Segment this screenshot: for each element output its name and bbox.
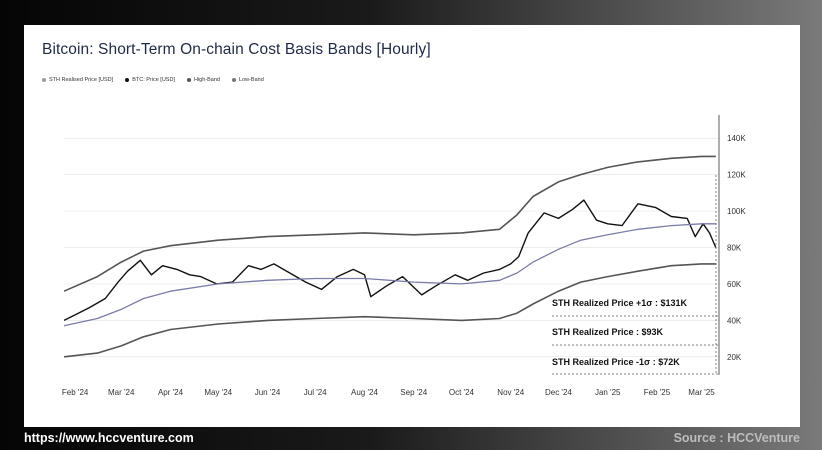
y-tick-label: 60K <box>727 280 742 289</box>
legend-dot-sth <box>42 78 46 82</box>
annotation-low-band: STH Realized Price -1σ : $72K <box>552 357 680 367</box>
y-tick-label: 40K <box>727 316 742 325</box>
series-line-2 <box>64 155 716 292</box>
legend-label-sth: STH Realised Price [USD] <box>49 77 114 83</box>
legend-dot-low-band <box>231 78 236 82</box>
legend-item-sth[interactable]: STH Realised Price [USD] <box>42 77 113 83</box>
series-line-3 <box>64 263 716 358</box>
y-tick-label: 120K <box>727 171 746 180</box>
x-tick-label: May '24 <box>204 388 232 397</box>
x-tick-label: Apr '24 <box>158 388 184 397</box>
x-tick-label: Feb '24 <box>62 388 89 397</box>
legend-label-btc: BTC: Price [USD] <box>132 77 175 83</box>
x-tick-label: Dec '24 <box>545 388 572 397</box>
y-tick-label: 20K <box>727 353 742 362</box>
x-tick-label: Jun '24 <box>255 388 281 397</box>
x-tick-label: Mar '24 <box>108 388 135 397</box>
legend-item-high-band[interactable]: High-Band <box>186 77 220 83</box>
y-tick-label: 140K <box>727 134 746 143</box>
legend-label-low-band: Low-Band <box>238 77 264 83</box>
legend-item-btc[interactable]: BTC: Price [USD] <box>125 77 175 83</box>
x-tick-label: Nov '24 <box>497 388 524 397</box>
website-link[interactable]: https://www.hccventure.com <box>24 431 194 445</box>
y-tick-label: 80K <box>727 244 742 253</box>
annotation-high-band: STH Realized Price +1σ : $131K <box>552 298 687 308</box>
chart-legend: STH Realised Price [USD] BTC: Price [USD… <box>42 77 264 83</box>
legend-dot-high-band <box>186 78 191 82</box>
y-tick-label: 100K <box>727 207 746 216</box>
source-credit: Source : HCCVenture <box>673 431 800 445</box>
annotation-sth: STH Realized Price : $93K <box>552 327 664 337</box>
series-line-1 <box>64 223 716 327</box>
legend-label-high-band: High-Band <box>193 77 220 83</box>
price-chart[interactable]: 20K 40K 60K 80K 100K 120K 140K Feb '24 Mar '24 Ap… <box>24 25 800 427</box>
x-tick-label: Aug '24 <box>351 388 378 397</box>
x-tick-label: Sep '24 <box>400 388 427 397</box>
x-tick-label: Oct '24 <box>449 388 475 397</box>
x-tick-label: Mar '25 <box>688 388 715 397</box>
chart-card: Bitcoin: Short-Term On-chain Cost Basis … <box>24 25 800 427</box>
legend-dot-btc <box>125 78 130 82</box>
x-tick-label: Jan '25 <box>595 388 621 397</box>
legend-item-low-band[interactable]: Low-Band <box>231 77 264 83</box>
chart-title: Bitcoin: Short-Term On-chain Cost Basis … <box>42 41 431 58</box>
x-tick-label: Feb '25 <box>644 388 671 397</box>
x-tick-label: Jul '24 <box>304 388 327 397</box>
